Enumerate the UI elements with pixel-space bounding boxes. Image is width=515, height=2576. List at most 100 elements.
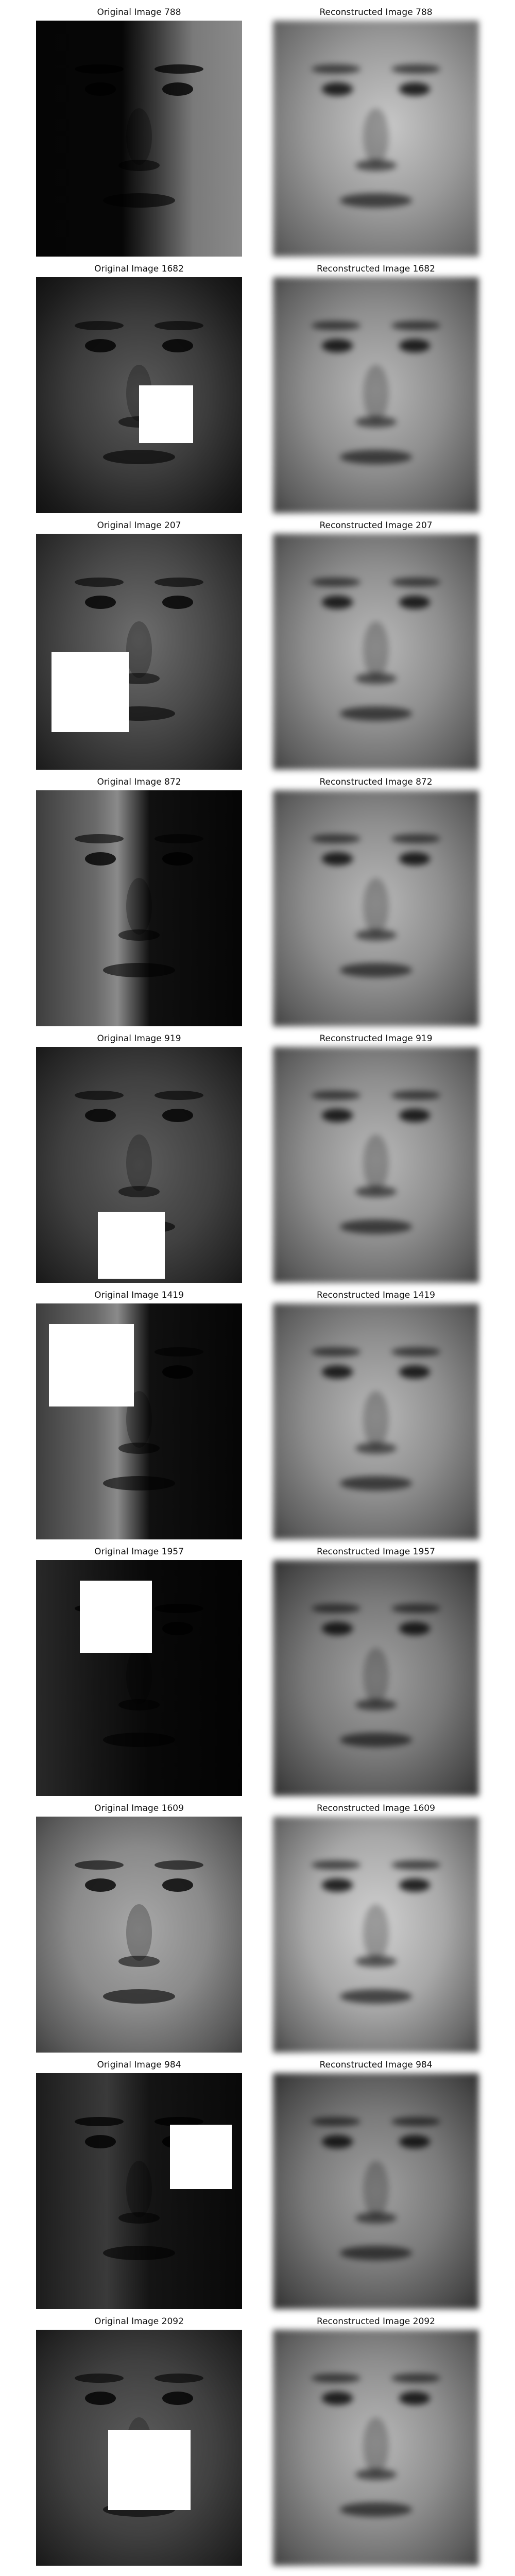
- nostrils: [355, 673, 397, 684]
- left-eye: [322, 1878, 353, 1892]
- left-eye: [85, 2392, 116, 2405]
- nose: [126, 2161, 152, 2217]
- nostrils: [355, 160, 397, 171]
- left-eyebrow: [75, 321, 124, 330]
- nostrils: [355, 1443, 397, 1454]
- left-eye: [85, 1109, 116, 1122]
- left-eyebrow: [312, 64, 360, 74]
- left-eyebrow: [312, 321, 360, 330]
- left-eye: [85, 852, 116, 866]
- reconstructed-image-panel: Reconstructed Image 872: [273, 776, 479, 1028]
- left-eyebrow: [312, 578, 360, 587]
- original-image-title: Original Image 2092: [94, 2316, 184, 2327]
- left-eyebrow: [312, 2374, 360, 2383]
- face-shading: [36, 1817, 242, 2053]
- nostrils: [118, 1956, 160, 1967]
- left-eyebrow: [312, 2117, 360, 2126]
- nose: [363, 1904, 389, 1961]
- right-eye: [399, 1622, 430, 1635]
- nose: [363, 1391, 389, 1448]
- mouth: [103, 1476, 175, 1490]
- original-face-image: [36, 1047, 242, 1283]
- face-shading: [273, 1047, 479, 1283]
- original-image-panel: Original Image 1609: [36, 1802, 242, 2055]
- face-shading: [273, 790, 479, 1026]
- right-eye: [399, 82, 430, 96]
- left-eye: [85, 2135, 116, 2148]
- right-eye: [162, 1622, 193, 1635]
- right-eyebrow: [154, 578, 203, 587]
- original-face-image: [36, 790, 242, 1026]
- original-face-image: [36, 2073, 242, 2309]
- mouth: [103, 1989, 175, 2004]
- mouth: [340, 2502, 412, 2517]
- mouth: [103, 1733, 175, 1747]
- left-eyebrow: [75, 578, 124, 587]
- occlusion-block: [98, 1212, 165, 1279]
- reconstructed-image-panel: Reconstructed Image 1609: [273, 1802, 479, 2055]
- reconstructed-image-panel: Reconstructed Image 1682: [273, 263, 479, 515]
- mouth: [340, 1989, 412, 2004]
- nostrils: [118, 1186, 160, 1197]
- occlusion-block: [49, 1324, 134, 1406]
- mouth: [340, 2246, 412, 2260]
- original-image-panel: Original Image 1419: [36, 1289, 242, 1541]
- nose: [126, 108, 152, 165]
- original-face-image: [36, 277, 242, 513]
- reconstructed-image-title: Reconstructed Image 788: [319, 7, 433, 18]
- nose: [363, 108, 389, 165]
- left-eye: [322, 2135, 353, 2148]
- face-shading: [36, 2073, 242, 2309]
- face-shading: [273, 1817, 479, 2053]
- reconstructed-image-panel: Reconstructed Image 2092: [273, 2315, 479, 2568]
- right-eyebrow: [391, 1860, 440, 1870]
- nostrils: [118, 160, 160, 171]
- reconstructed-face-image: [273, 790, 479, 1026]
- original-image-panel: Original Image 919: [36, 1032, 242, 1285]
- face-shading: [273, 1303, 479, 1539]
- right-eye: [162, 596, 193, 609]
- right-eye: [399, 852, 430, 866]
- reconstructed-face-image: [273, 21, 479, 257]
- original-image-panel: Original Image 207: [36, 519, 242, 772]
- original-face-image: [36, 2330, 242, 2566]
- right-eyebrow: [154, 1347, 203, 1357]
- reconstructed-image-title: Reconstructed Image 1609: [317, 1803, 435, 1814]
- face-shading: [273, 2330, 479, 2566]
- nostrils: [355, 1699, 397, 1710]
- face-shading: [273, 2073, 479, 2309]
- mouth: [103, 450, 175, 464]
- nose: [363, 621, 389, 678]
- right-eye: [399, 2135, 430, 2148]
- right-eyebrow: [154, 1860, 203, 1870]
- right-eyebrow: [154, 1091, 203, 1100]
- left-eyebrow: [75, 834, 124, 843]
- left-eyebrow: [75, 64, 124, 74]
- reconstructed-image-title: Reconstructed Image 207: [319, 520, 433, 531]
- nostrils: [118, 673, 160, 684]
- right-eye: [399, 1878, 430, 1892]
- left-eye: [322, 596, 353, 609]
- mouth: [340, 450, 412, 464]
- left-eye: [85, 596, 116, 609]
- original-image-panel: Original Image 872: [36, 776, 242, 1028]
- reconstructed-image-title: Reconstructed Image 2092: [317, 2316, 435, 2327]
- original-image-panel: Original Image 1682: [36, 263, 242, 515]
- nose: [126, 621, 152, 678]
- reconstructed-face-image: [273, 534, 479, 770]
- face-shading: [273, 534, 479, 770]
- original-image-title: Original Image 1682: [94, 264, 184, 274]
- left-eye: [85, 1878, 116, 1892]
- right-eye: [399, 2392, 430, 2405]
- left-eye: [85, 82, 116, 96]
- occlusion-block: [52, 652, 129, 732]
- left-eye: [322, 1622, 353, 1635]
- nostrils: [355, 416, 397, 428]
- face-shading: [273, 1560, 479, 1796]
- right-eye: [399, 339, 430, 352]
- right-eyebrow: [154, 2374, 203, 2383]
- left-eyebrow: [312, 1604, 360, 1613]
- right-eye: [399, 1365, 430, 1379]
- mouth: [340, 1219, 412, 1234]
